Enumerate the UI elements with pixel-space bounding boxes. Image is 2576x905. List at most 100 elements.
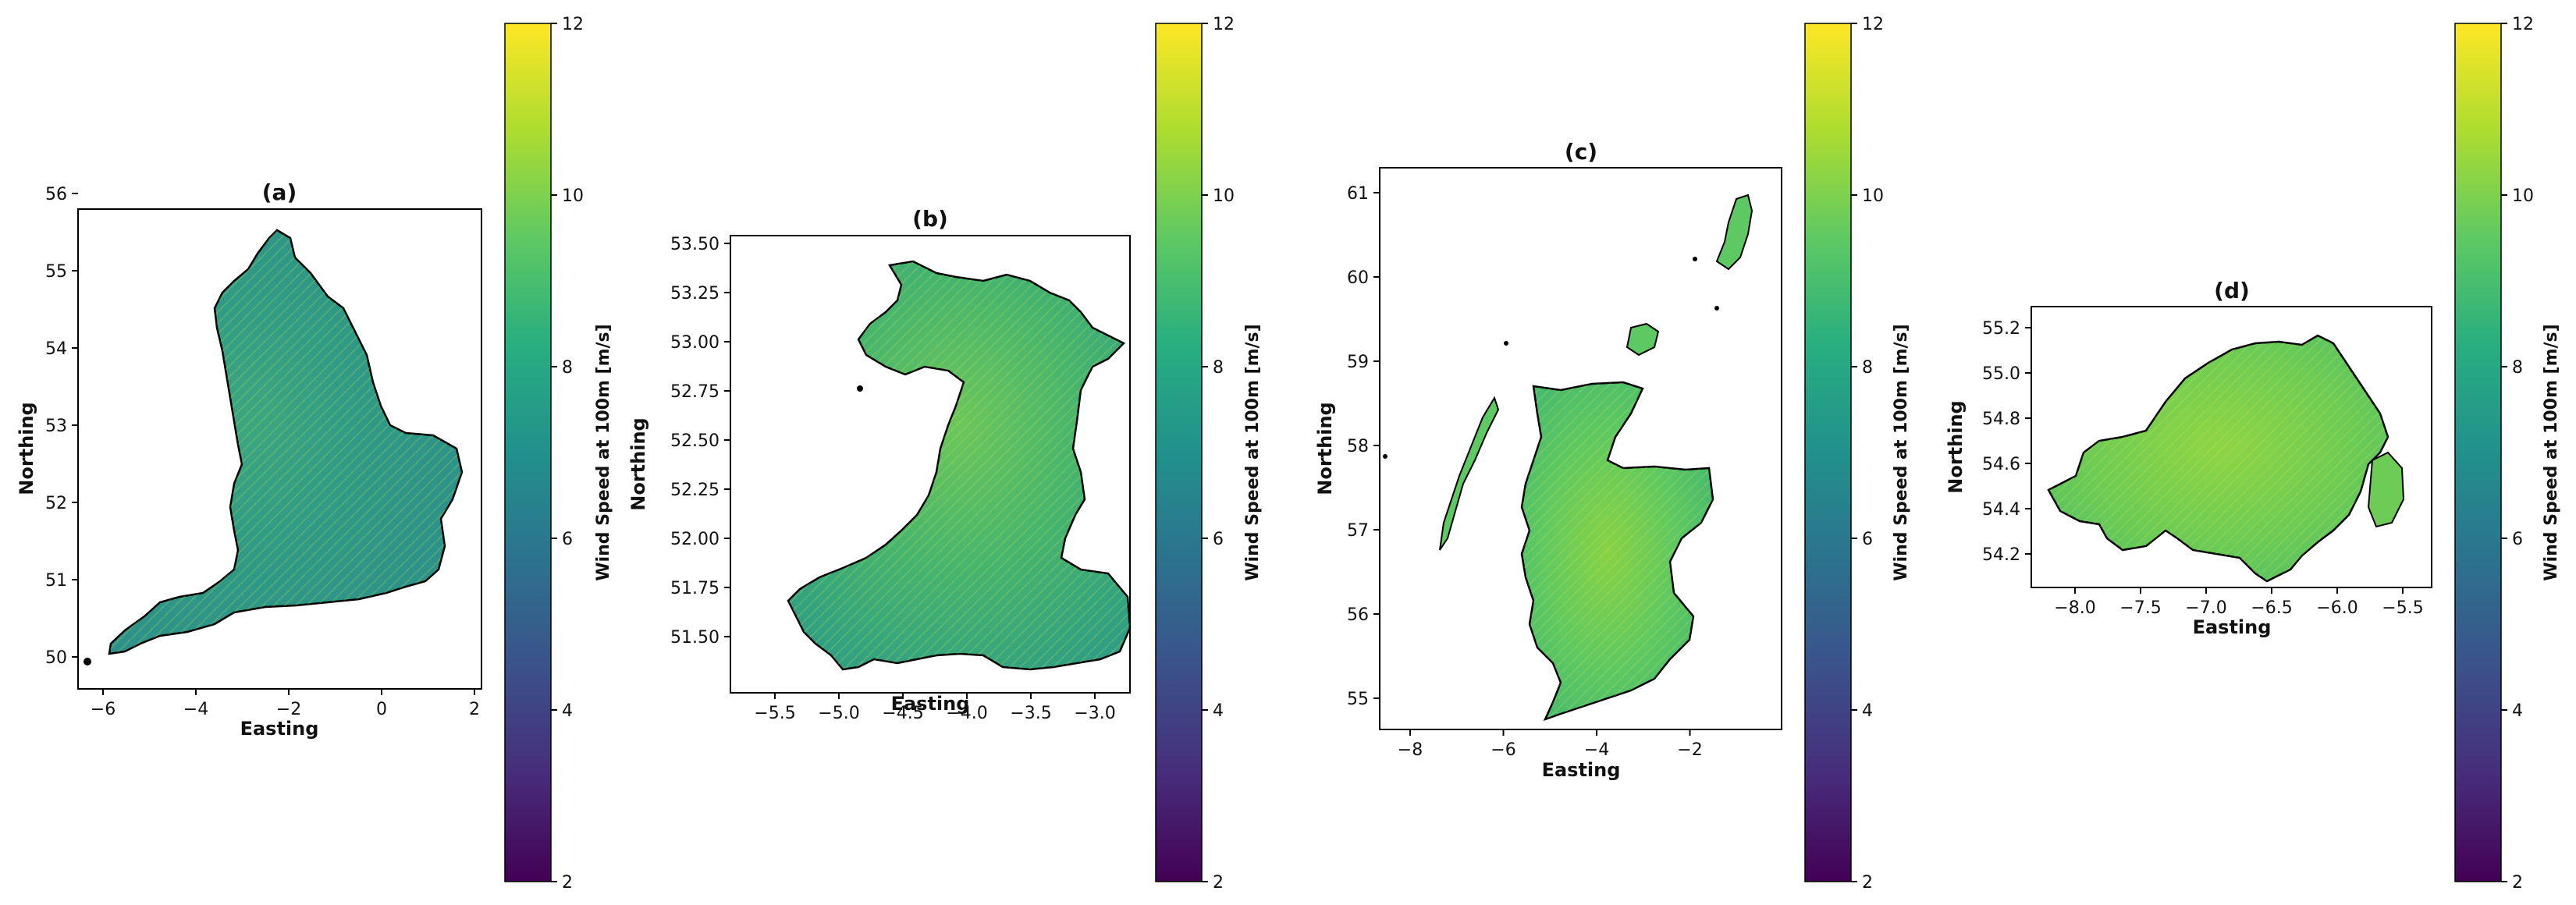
y-tick-label-a: 50 <box>45 648 67 668</box>
colorbar-tick-label-b: 10 <box>1213 186 1235 206</box>
y-tick-label-a: 52 <box>45 494 67 513</box>
y-tick-label-c: 61 <box>1347 184 1369 204</box>
map-wales-texture <box>788 261 1130 669</box>
colorbar-tick-label-a: 6 <box>562 530 573 549</box>
y-axis-label-a: Northing <box>16 402 37 495</box>
y-tick-label-d: 54.4 <box>1982 500 2020 520</box>
y-tick-label-c: 60 <box>1347 268 1369 288</box>
colorbar-tick-label-d: 8 <box>2512 358 2523 378</box>
y-tick-label-b: 52.25 <box>670 481 720 500</box>
map-northern-ireland-texture <box>2048 335 2388 581</box>
x-tick-label-a: −4 <box>183 700 208 719</box>
y-tick-label-d: 54.6 <box>1982 455 2020 474</box>
map-orkney <box>1626 322 1660 357</box>
y-tick-label-d: 55.2 <box>1982 319 2020 339</box>
colorbar-tick-label-d: 4 <box>2512 701 2523 721</box>
y-tick-label-b: 53.00 <box>670 333 720 353</box>
y-tick-label-b: 51.50 <box>670 628 720 648</box>
y-tick-label-c: 56 <box>1347 605 1369 625</box>
colorbar-tick-label-a: 4 <box>562 701 573 721</box>
colorbar-label-c: Wind Speed at 100m [m/s] <box>1892 324 1911 580</box>
map-island-a <box>83 658 91 665</box>
colorbar-tick-label-a: 8 <box>562 358 573 378</box>
y-tick-label-a: 51 <box>45 571 67 591</box>
y-tick-label-a: 56 <box>45 185 67 204</box>
x-axis-label-d: Easting <box>2193 616 2272 638</box>
y-axis-label-c: Northing <box>1314 402 1336 495</box>
map-island-c1 <box>1693 257 1697 261</box>
y-tick-label-a: 55 <box>45 262 67 282</box>
colorbar-tick-label-c: 8 <box>1862 358 1873 378</box>
x-tick-label-b: −3.0 <box>1074 704 1115 723</box>
y-tick-label-b: 53.25 <box>670 284 720 303</box>
x-tick-label-d: −6.5 <box>2251 598 2292 618</box>
x-tick-label-c: −8 <box>1398 740 1423 760</box>
y-tick-label-b: 51.75 <box>670 579 720 598</box>
y-tick-label-d: 54.2 <box>1982 545 2020 565</box>
colorbar-tick-label-b: 4 <box>1213 701 1224 721</box>
colorbar-label-d: Wind Speed at 100m [m/s] <box>2542 324 2561 580</box>
panel-title-d: (d) <box>2214 278 2250 303</box>
panel-title-a: (a) <box>262 179 297 205</box>
map-strangford-peninsula <box>2367 451 2405 528</box>
colorbar-c <box>1804 23 1852 882</box>
map-england-texture <box>109 230 462 654</box>
map-island-b <box>857 385 863 392</box>
y-tick-label-c: 55 <box>1347 690 1369 709</box>
y-tick-label-b: 52.50 <box>670 431 720 451</box>
x-tick-label-c: −6 <box>1491 740 1515 760</box>
y-tick-label-b: 52.00 <box>670 530 720 549</box>
colorbar-d <box>2454 23 2502 882</box>
y-tick-label-d: 55.0 <box>1982 364 2020 384</box>
panel-b: (b) −5.5 −5.0 −4.5 −4.0 −3.5 −3.0 51.50 51.75 52… <box>627 15 1263 893</box>
x-tick-label-b: −3.5 <box>1010 704 1051 723</box>
colorbar-tick-label-c: 12 <box>1862 15 1884 34</box>
x-axis-label-c: Easting <box>1542 759 1621 781</box>
map-island-c4 <box>1714 306 1719 311</box>
colorbar-tick-label-d: 12 <box>2512 15 2534 34</box>
y-tick-label-b: 53.50 <box>670 235 720 254</box>
y-tick-label-d: 54.8 <box>1982 410 2020 429</box>
x-tick-label-c: −4 <box>1584 740 1609 760</box>
panel-a: (a) −6 −4 −2 0 2 50 51 52 53 54 55 56 Easting North… <box>16 15 613 893</box>
colorbar-tick-label-d: 2 <box>2512 873 2523 893</box>
x-tick-label-d: −6.0 <box>2316 598 2357 618</box>
y-axis-label-b: Northing <box>627 417 649 510</box>
colorbar-label-b: Wind Speed at 100m [m/s] <box>1243 324 1263 580</box>
x-tick-label-b: −5.5 <box>754 704 795 723</box>
x-axis-label-b: Easting <box>891 693 970 715</box>
panel-title-b: (b) <box>912 206 948 232</box>
x-tick-label-d: −7.5 <box>2119 598 2161 618</box>
x-tick-label-a: 2 <box>469 700 480 719</box>
colorbar-tick-label-c: 2 <box>1862 873 1873 893</box>
y-tick-label-c: 58 <box>1347 437 1369 456</box>
colorbar-tick-label-a: 10 <box>562 186 584 206</box>
map-island-c3 <box>1383 454 1387 459</box>
colorbar-tick-label-b: 6 <box>1213 530 1224 549</box>
panel-title-c: (c) <box>1565 139 1597 165</box>
colorbar-tick-label-d: 6 <box>2512 530 2523 549</box>
plot-frame-c <box>1379 167 1782 730</box>
plot-frame-d <box>2031 306 2432 588</box>
y-tick-label-c: 59 <box>1347 353 1369 372</box>
colorbar-tick-label-c: 6 <box>1862 530 1873 549</box>
x-tick-label-a: −2 <box>276 700 301 719</box>
plot-frame-a <box>77 208 482 690</box>
x-tick-label-a: −6 <box>91 700 115 719</box>
colorbar-tick-label-d: 10 <box>2512 186 2534 206</box>
panel-c: (c) −8 −6 −4 −2 55 56 57 58 59 60 61 Easting North… <box>1314 15 1911 893</box>
map-shetland <box>1715 193 1753 271</box>
map-scotland-texture <box>1522 382 1713 719</box>
y-tick-label-a: 54 <box>45 339 67 359</box>
x-axis-label-a: Easting <box>240 718 319 740</box>
y-tick-label-b: 52.75 <box>670 382 720 402</box>
colorbar-tick-label-b: 2 <box>1213 873 1224 893</box>
x-tick-label-a: 0 <box>376 700 387 719</box>
y-tick-label-a: 53 <box>45 417 67 436</box>
colorbar-tick-label-a: 12 <box>562 15 584 34</box>
plot-frame-b <box>730 235 1131 694</box>
x-tick-label-d: −7.0 <box>2185 598 2226 618</box>
colorbar-tick-label-b: 8 <box>1213 358 1224 378</box>
colorbar-label-a: Wind Speed at 100m [m/s] <box>594 324 613 580</box>
